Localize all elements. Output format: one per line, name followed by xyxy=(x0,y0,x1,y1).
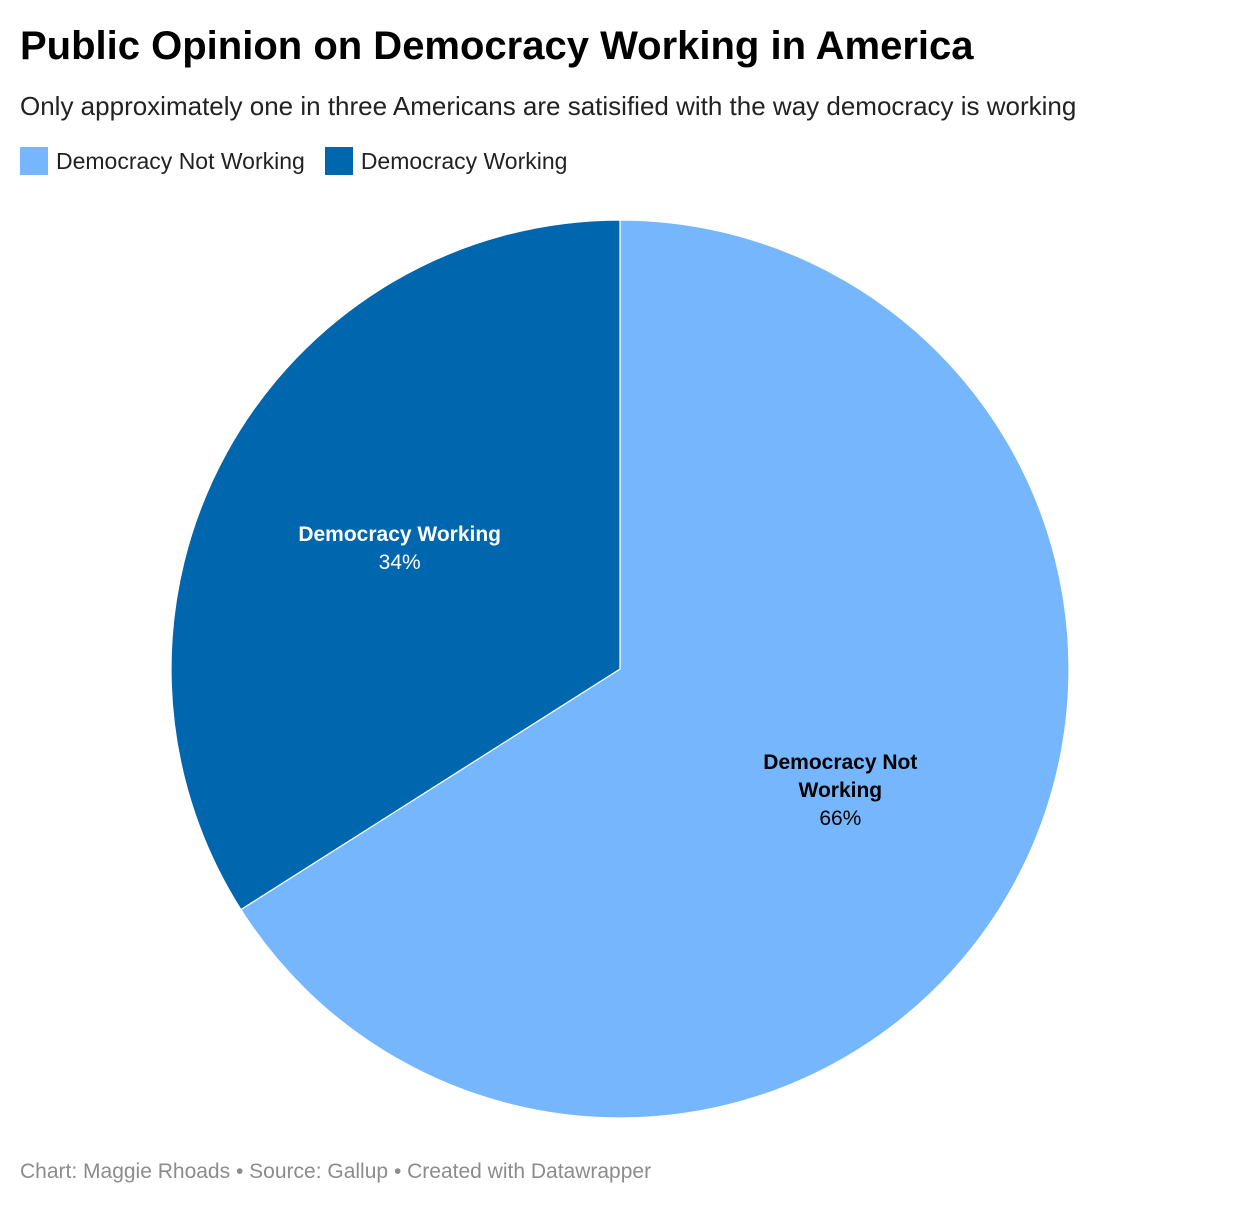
pie-label-democracy-working: Democracy Working 34% xyxy=(298,523,501,574)
footer-created-with: Created with Datawrapper xyxy=(407,1160,652,1183)
footer-separator-2: • xyxy=(393,1160,402,1183)
pie-labels: Democracy Not Working 66% Democracy Working… xyxy=(298,523,917,830)
footer-source: Source: Gallup xyxy=(249,1160,389,1183)
legend-swatch-working xyxy=(324,147,353,175)
chart-subtitle: Only approximately one in three American… xyxy=(20,91,1077,121)
pie-label-value-democracy-working: 34% xyxy=(379,551,421,574)
footer-separator-1: • xyxy=(235,1160,244,1183)
footer-chart-credit: Chart: Maggie Rhoads xyxy=(20,1160,231,1183)
legend-swatch-not-working xyxy=(20,147,48,175)
pie-label-value-democracy-not-working: 66% xyxy=(819,807,861,830)
pie-slices xyxy=(170,219,1070,1119)
legend-item-not-working: Democracy Not Working xyxy=(20,146,305,176)
chart-title: Public Opinion on Democracy Working in A… xyxy=(20,24,974,68)
pie-label-democracy-not-working: Democracy Not Working 66% xyxy=(763,751,917,830)
legend-item-working: Democracy Working xyxy=(324,146,568,176)
pie-slice-democracy-working xyxy=(170,219,621,911)
legend-label-not-working: Democracy Not Working xyxy=(56,148,305,174)
legend-label-working: Democracy Working xyxy=(360,148,568,174)
pie-slice-democracy-not-working xyxy=(240,219,1070,1119)
chart-footer: Chart: Maggie Rhoads • Source: Gallup • … xyxy=(20,1158,651,1186)
pie-label-name-democracy-not-working: Working xyxy=(799,779,883,802)
pie-chart: Democracy Not Working 66% Democracy Working… xyxy=(170,219,1070,1119)
pie-label-name-democracy-not-working: Democracy Not xyxy=(763,751,917,774)
pie-label-name-democracy-working: Democracy Working xyxy=(298,523,501,546)
chart-legend: Democracy Not Working Democracy Working xyxy=(20,146,567,176)
